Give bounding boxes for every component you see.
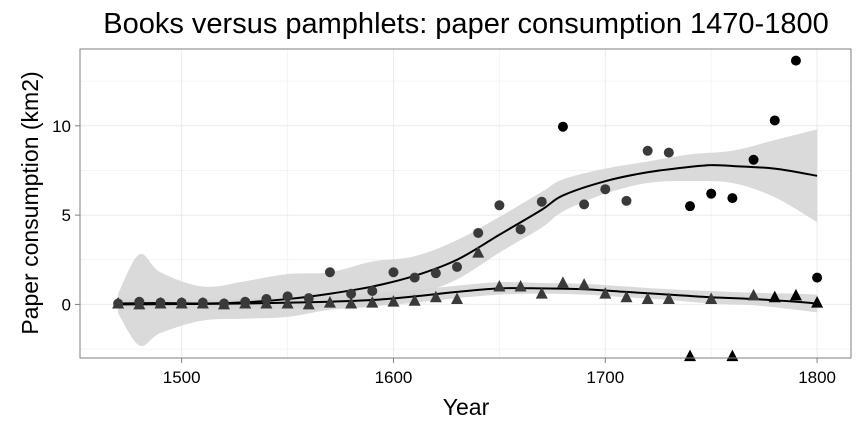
y-axis-label: Paper consumption (km2)	[17, 71, 43, 334]
pamphlet-point	[684, 349, 697, 362]
pamphlet-point	[789, 288, 802, 301]
pamphlet-point	[493, 279, 506, 292]
pamphlet-point	[599, 287, 612, 299]
pamphlet-point	[302, 297, 315, 310]
pamphlet-point	[662, 292, 675, 305]
book-point	[685, 201, 696, 212]
pamphlet-point	[112, 296, 125, 309]
x-tick-label: 1500	[163, 368, 201, 387]
y-tick-label: 0	[62, 295, 71, 314]
x-tick-label: 1700	[586, 368, 624, 387]
pamphlet-point	[429, 290, 442, 303]
book-point	[430, 268, 441, 279]
pamphlet-point	[218, 297, 231, 310]
book-point	[409, 272, 420, 283]
book-point	[706, 188, 717, 199]
tick-labels: 1500 1600 1700 1800 0 5 10	[52, 117, 836, 387]
book-point	[367, 286, 378, 297]
pamphlet-point	[196, 296, 209, 309]
x-tick-label: 1800	[798, 368, 836, 387]
book-point	[579, 199, 590, 210]
pamphlet-point	[154, 296, 167, 309]
pamphlet-point	[705, 292, 718, 305]
pamphlet-point	[747, 288, 760, 301]
x-tick-label: 1600	[375, 368, 413, 387]
fit-line-1	[118, 164, 818, 305]
book-point	[473, 227, 484, 238]
pamphlet-point	[472, 246, 485, 258]
pamphlet-point	[323, 296, 336, 308]
pamphlet-point	[260, 296, 273, 309]
pamphlet-point	[451, 292, 464, 305]
pamphlet-point	[578, 278, 591, 290]
confidence-bands	[118, 129, 818, 347]
book-point	[494, 200, 505, 211]
book-point	[346, 288, 357, 299]
book-point	[812, 272, 823, 283]
pamphlet-point	[345, 296, 358, 309]
book-point	[600, 184, 611, 195]
book-point	[769, 115, 780, 126]
confidence-band-1	[118, 129, 818, 347]
confidence-band-2	[118, 281, 818, 313]
pamphlet-point	[387, 295, 400, 307]
book-point	[557, 121, 568, 132]
pamphlet-point	[556, 276, 569, 288]
pamphlet-point	[514, 279, 527, 292]
pamphlet-point	[535, 287, 548, 299]
data-points	[112, 55, 824, 362]
fit-lines	[118, 164, 818, 306]
book-point	[324, 267, 335, 278]
y-tick-label: 10	[52, 117, 71, 136]
pamphlet-point	[641, 292, 654, 305]
pamphlet-point	[620, 290, 633, 303]
book-point	[536, 196, 547, 207]
pamphlet-point	[281, 296, 294, 309]
y-tick-label: 5	[62, 206, 71, 225]
book-point	[642, 145, 653, 156]
pamphlet-point	[175, 296, 188, 309]
pamphlet-point	[408, 294, 421, 306]
book-point	[727, 193, 738, 204]
book-point	[748, 154, 759, 165]
pamphlet-point	[768, 290, 781, 303]
book-point	[790, 55, 801, 66]
panel-border	[79, 48, 852, 359]
book-point	[621, 195, 632, 206]
pamphlet-point	[811, 296, 824, 308]
book-point	[663, 147, 674, 158]
pamphlet-point	[726, 349, 739, 362]
chart-title: Books versus pamphlets: paper consumptio…	[103, 8, 828, 40]
book-point	[388, 267, 399, 278]
x-axis-label: Year	[443, 394, 490, 420]
book-point	[282, 291, 293, 302]
pamphlet-point	[366, 296, 379, 308]
pamphlet-point	[239, 296, 252, 309]
book-point	[515, 224, 526, 235]
pamphlet-point	[133, 297, 146, 310]
book-point	[452, 261, 463, 272]
